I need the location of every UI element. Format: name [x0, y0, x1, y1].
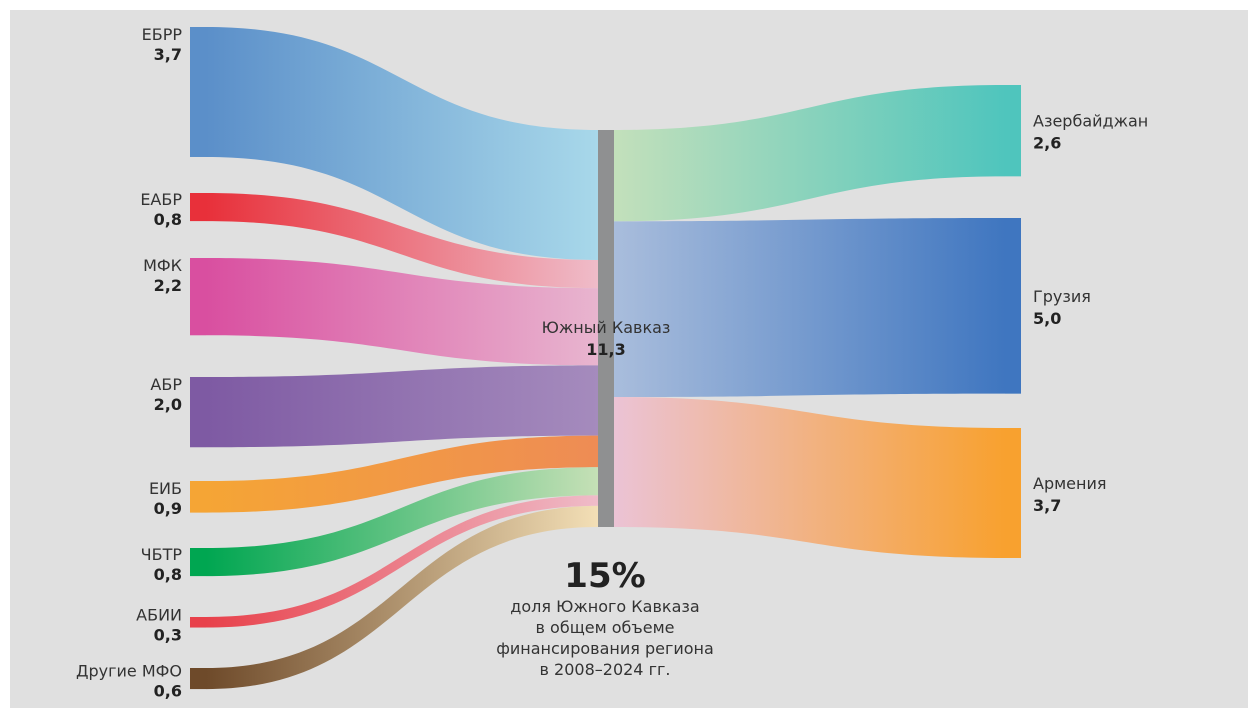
flow-link [614, 85, 1005, 222]
source-node [190, 668, 206, 690]
source-value: 0,8 [154, 565, 182, 584]
share-description: доля Южного Кавказа в общем объеме финан… [455, 596, 755, 680]
flow-link [206, 365, 598, 448]
share-note: 15% доля Южного Кавказа в общем объеме ф… [455, 556, 755, 680]
source-node [190, 481, 206, 513]
source-label: АБИИ [136, 605, 182, 624]
target-label: Грузия [1033, 287, 1091, 306]
share-line: финансирования региона [496, 639, 714, 658]
flow-link [206, 467, 598, 577]
source-node [190, 258, 206, 336]
target-value: 5,0 [1033, 309, 1061, 328]
target-node [1005, 218, 1021, 394]
target-label: Армения [1033, 474, 1107, 493]
source-node [190, 617, 206, 628]
source-label: ЕИБ [149, 479, 182, 498]
source-node [190, 377, 206, 448]
labels: ЕБРР3,7ЕАБР0,8МФК2,2АБР2,0ЕИБ0,9ЧБТР0,8А… [76, 25, 1148, 701]
source-value: 2,0 [154, 395, 182, 414]
share-line: в 2008–2024 гг. [539, 660, 671, 679]
source-label: ЕБРР [142, 25, 183, 44]
target-node [1005, 85, 1021, 177]
flow-links [206, 27, 1005, 690]
source-label: ЧБТР [141, 545, 183, 564]
flow-link [206, 27, 598, 260]
center-value: 11,3 [586, 340, 625, 359]
source-node [190, 548, 206, 577]
source-value: 0,3 [154, 625, 182, 644]
center-label: Южный Кавказ [542, 318, 671, 337]
source-node [190, 193, 206, 222]
flow-link [614, 218, 1005, 398]
source-label: АБР [150, 375, 182, 394]
share-line: доля Южного Кавказа [510, 597, 700, 616]
target-value: 2,6 [1033, 134, 1061, 153]
source-value: 3,7 [154, 45, 182, 64]
source-value: 0,6 [154, 682, 182, 701]
source-value: 0,8 [154, 210, 182, 229]
flow-link [206, 495, 598, 628]
target-label: Азербайджан [1033, 112, 1148, 131]
center-node [598, 130, 614, 527]
share-percent: 15% [564, 556, 646, 596]
source-label: Другие МФО [76, 662, 182, 681]
flow-link [206, 193, 598, 289]
target-value: 3,7 [1033, 496, 1061, 515]
nodes [190, 27, 1021, 690]
source-label: МФК [143, 256, 183, 275]
source-value: 2,2 [154, 276, 182, 295]
flow-link [206, 435, 598, 513]
source-node [190, 27, 206, 157]
source-label: ЕАБР [140, 190, 182, 209]
flow-link [206, 505, 598, 690]
share-line: в общем объеме [535, 618, 675, 637]
source-value: 0,9 [154, 499, 182, 518]
target-node [1005, 428, 1021, 558]
flow-link [614, 397, 1005, 558]
flow-link [206, 258, 598, 366]
